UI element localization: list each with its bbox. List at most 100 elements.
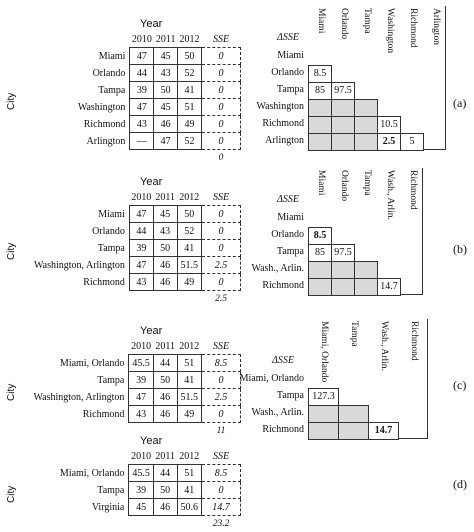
- value-cell: 47: [154, 133, 178, 150]
- value-cell: 41: [177, 372, 202, 389]
- matrix-row-label: Richmond: [262, 118, 304, 129]
- delta-sse-cell: 85: [308, 82, 332, 100]
- year-header: 2012: [177, 192, 202, 206]
- value-cell: 45: [154, 48, 178, 65]
- year-header: 2011: [153, 192, 177, 206]
- matrix-column-header: Tampa: [362, 170, 372, 196]
- value-cell: 52: [177, 223, 202, 240]
- delta-sse-cell: [308, 261, 332, 279]
- matrix-row-label: Richmond: [262, 280, 304, 291]
- sse-cell: 0: [202, 240, 241, 257]
- city-name: Washington, Arlington: [31, 257, 129, 274]
- matrix-row-label: Wash., Arlin.: [251, 407, 304, 418]
- spacer: [177, 291, 202, 308]
- delta-sse-cell: 2.5: [377, 133, 401, 151]
- delta-sse-cell: [331, 261, 355, 279]
- matrix-row-label: Orlando: [271, 229, 304, 240]
- value-cell: 51: [177, 465, 202, 482]
- matrix-column-header: Miami, Orlando: [319, 321, 329, 382]
- city-name: Miami: [75, 48, 130, 65]
- value-cell: 46: [153, 257, 177, 274]
- city-name: Washington: [75, 99, 130, 116]
- sse-total: 23.2: [202, 516, 241, 532]
- city-name: Orlando: [31, 223, 129, 240]
- sse-cell: 0: [202, 48, 241, 65]
- delta-sse-cell: 97.5: [331, 82, 355, 100]
- year-header: 2011: [154, 34, 178, 48]
- value-cell: 50: [153, 372, 177, 389]
- value-cell: 46: [153, 274, 177, 291]
- delta-sse-cell: [308, 133, 332, 151]
- value-cell: 52: [178, 65, 202, 82]
- city-name: Tampa: [31, 372, 129, 389]
- sse-cell: 0: [202, 65, 241, 82]
- year-header: 2010: [129, 341, 154, 355]
- delta-sse-cell: [354, 278, 378, 296]
- city-axis-label: City: [6, 384, 17, 401]
- city-name: Miami, Orlando: [31, 355, 129, 372]
- city-axis-label: City: [6, 486, 17, 503]
- delta-sse-cell: [331, 133, 355, 151]
- sse-total-row: 2.5: [31, 291, 241, 308]
- value-cell: 41: [177, 482, 202, 499]
- delta-sse-cell: [338, 422, 369, 440]
- delta-sse-cell: [354, 99, 378, 117]
- sse-total: 2.5: [202, 291, 241, 308]
- matrix-row-label: Tampa: [277, 390, 304, 401]
- delta-sse-title: ΔSSE: [277, 32, 299, 43]
- sse-header: SSE: [202, 34, 241, 48]
- spacer: [129, 291, 153, 308]
- city-name: Tampa: [75, 82, 130, 99]
- sse-cell: 0: [202, 372, 241, 389]
- city-name: Virginia: [57, 499, 129, 516]
- city-name: Richmond: [31, 406, 129, 423]
- value-cell: 47: [130, 99, 154, 116]
- value-cell: 50: [153, 240, 177, 257]
- value-cell: 46: [154, 116, 178, 133]
- sse-total: 0: [202, 150, 241, 167]
- sse-cell: 0: [202, 82, 241, 99]
- city-name: Tampa: [57, 482, 129, 499]
- matrix-column-header: Miami: [316, 170, 326, 195]
- delta-sse-cell: 8.5: [308, 227, 332, 245]
- delta-sse-cell: 10.5: [377, 116, 401, 134]
- delta-sse-cell: 97.5: [331, 244, 355, 262]
- city-name: Arlington: [75, 133, 130, 150]
- panel-label: (d): [453, 477, 467, 492]
- sse-header: SSE: [202, 451, 241, 465]
- delta-sse-cell: [354, 133, 378, 151]
- matrix-row-label: Tampa: [277, 84, 304, 95]
- delta-sse-cell: [331, 278, 355, 296]
- year-header: 2011: [153, 341, 177, 355]
- value-cell: 39: [129, 482, 154, 499]
- value-cell: 49: [177, 274, 202, 291]
- value-cell: 44: [129, 223, 153, 240]
- value-cell: 45: [153, 206, 177, 223]
- matrix-column-header: Orlando: [339, 170, 349, 201]
- delta-sse-cell: [331, 116, 355, 134]
- delta-sse-cell: [308, 278, 332, 296]
- delta-sse-cell: [308, 422, 339, 440]
- delta-sse-cell: [354, 116, 378, 134]
- value-cell: 50.6: [177, 499, 202, 516]
- value-cell: 49: [177, 406, 202, 423]
- value-cell: 50: [154, 82, 178, 99]
- delta-sse-cell: 5: [400, 133, 424, 151]
- city-name: Orlando: [75, 65, 130, 82]
- year-header: 2010: [129, 451, 154, 465]
- matrix-row-label: Miami: [277, 50, 304, 61]
- city-name: Richmond: [75, 116, 130, 133]
